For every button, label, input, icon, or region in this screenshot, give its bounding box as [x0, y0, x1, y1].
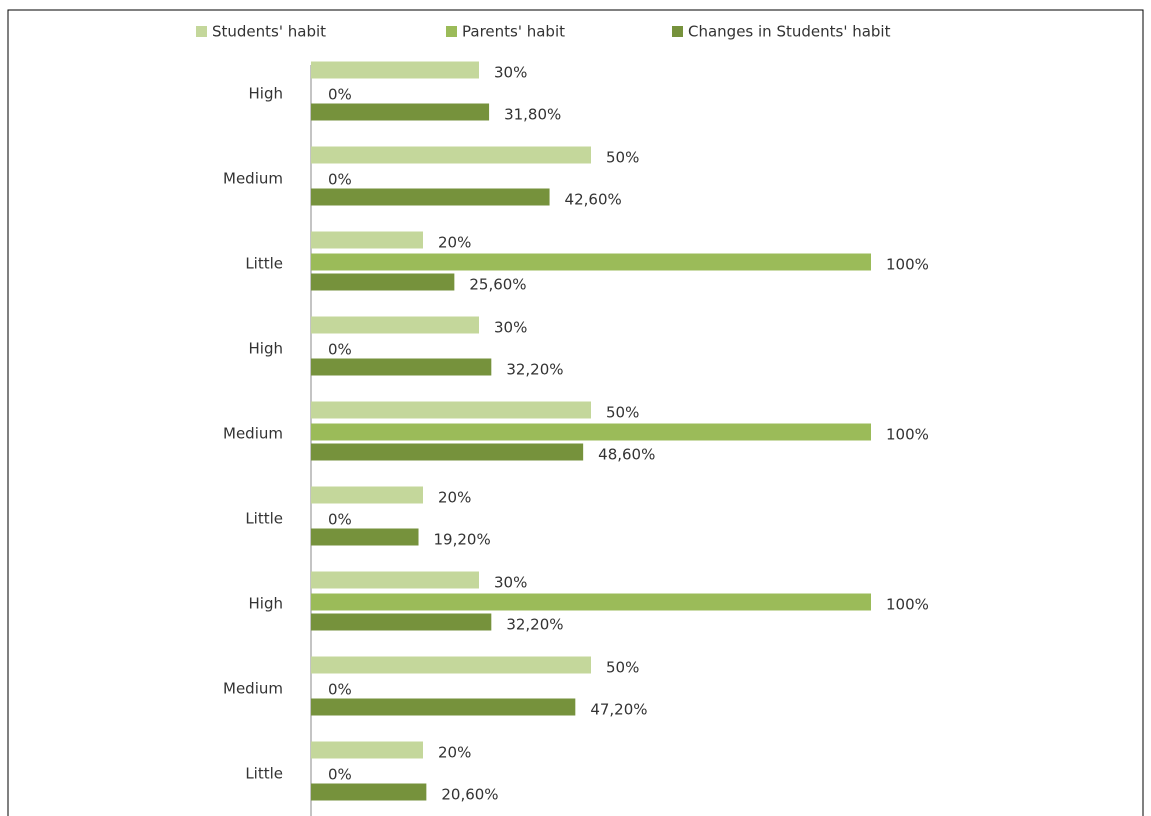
value-label: 50%: [606, 149, 639, 167]
bar: [311, 316, 479, 334]
bar: [311, 358, 492, 376]
bar: [311, 486, 423, 504]
bar: [311, 231, 423, 249]
value-label: 0%: [328, 341, 352, 359]
value-label: 42,60%: [565, 191, 622, 209]
value-label: 19,20%: [434, 531, 491, 549]
bar: [311, 593, 871, 611]
value-label: 50%: [606, 659, 639, 677]
legend-label: Parents' habit: [462, 23, 565, 41]
value-label: 30%: [494, 574, 527, 592]
value-label: 20%: [438, 744, 471, 762]
category-label: Medium: [223, 680, 283, 698]
bar: [311, 61, 479, 79]
value-label: 25,60%: [469, 276, 526, 294]
bar: [311, 698, 576, 716]
value-label: 20,60%: [441, 786, 498, 804]
category-label: High: [249, 595, 283, 613]
category-label: Little: [245, 510, 283, 528]
legend-swatch: [196, 26, 207, 37]
value-label: 31,80%: [504, 106, 561, 124]
bar: [311, 741, 423, 759]
bar: [311, 103, 490, 121]
value-label: 47,20%: [590, 701, 647, 719]
value-label: 20%: [438, 489, 471, 507]
legend-label: Changes in Students' habit: [688, 23, 891, 41]
value-label: 100%: [886, 596, 929, 614]
bar: [311, 253, 871, 271]
value-label: 100%: [886, 256, 929, 274]
legend-label: Students' habit: [212, 23, 326, 41]
value-label: 0%: [328, 681, 352, 699]
bar: [311, 528, 419, 546]
bar: [311, 443, 584, 461]
category-label: Medium: [223, 170, 283, 188]
value-label: 0%: [328, 511, 352, 529]
category-label: High: [249, 85, 283, 103]
value-label: 0%: [328, 766, 352, 784]
bar: [311, 571, 479, 589]
bar: [311, 273, 455, 291]
bar: [311, 423, 871, 441]
bar: [311, 401, 591, 419]
category-label: Medium: [223, 425, 283, 443]
frame: [7, 9, 1144, 816]
value-label: 0%: [328, 86, 352, 104]
category-label: Little: [245, 255, 283, 273]
bar: [311, 188, 550, 206]
category-label: Little: [245, 765, 283, 783]
value-label: 30%: [494, 64, 527, 82]
value-label: 0%: [328, 171, 352, 189]
value-label: 32,20%: [506, 361, 563, 379]
value-label: 32,20%: [506, 616, 563, 634]
legend-swatch: [672, 26, 683, 37]
bar: [311, 146, 591, 164]
bar: [311, 783, 427, 801]
legend-swatch: [446, 26, 457, 37]
category-label: High: [249, 340, 283, 358]
bar: [311, 656, 591, 674]
value-label: 50%: [606, 404, 639, 422]
value-label: 100%: [886, 426, 929, 444]
value-label: 20%: [438, 234, 471, 252]
value-label: 48,60%: [598, 446, 655, 464]
value-label: 30%: [494, 319, 527, 337]
bar: [311, 613, 492, 631]
